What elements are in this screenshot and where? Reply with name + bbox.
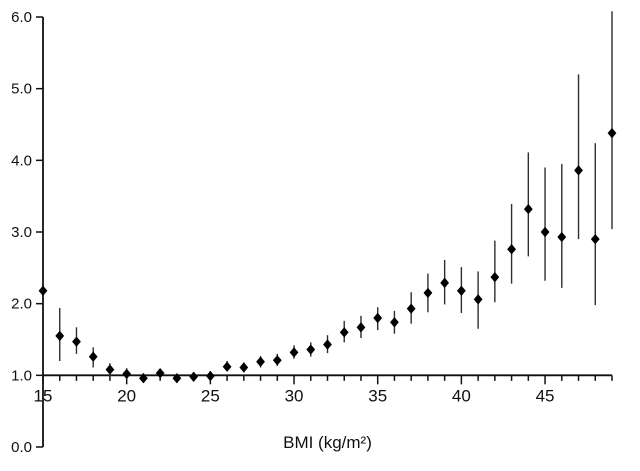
x-axis-title: BMI (kg/m²) [283,433,372,452]
data-point-marker [557,231,567,243]
data-point-marker [339,327,349,338]
data-point-marker [272,355,282,366]
data-point-marker [289,347,299,358]
x-tick-label: 20 [117,386,136,405]
data-point-marker [256,356,265,367]
data-point-marker [490,271,500,283]
y-tick-label: 3.0 [11,224,32,241]
y-tick-label: 2.0 [11,296,32,313]
data-point-marker [473,294,483,305]
data-point-marker [574,165,583,176]
data-point-marker [306,344,316,355]
y-tick-label: 6.0 [11,9,32,26]
data-point-marker [189,371,199,382]
y-tick-label: 0.0 [11,439,32,456]
data-point-marker [507,244,516,255]
data-point-marker [105,364,115,375]
data-point-marker [72,336,81,347]
data-point-marker [88,351,98,362]
data-point-marker [55,330,65,342]
data-point-marker [540,226,550,238]
data-point-marker [456,285,466,296]
x-tick-label: 15 [34,386,53,405]
data-point-marker [390,317,399,328]
data-point-marker [607,127,617,139]
data-point-marker [239,362,249,373]
x-tick-label: 25 [201,386,220,405]
data-point-marker [323,339,332,350]
y-tick-label: 1.0 [11,367,32,384]
y-tick-label: 5.0 [11,81,32,98]
data-point-marker [205,370,215,382]
data-point-marker [423,287,433,299]
data-point-marker [122,368,132,380]
x-tick-label: 40 [452,386,471,405]
data-point-marker [440,277,450,289]
y-tick-label: 4.0 [11,152,32,169]
data-point-marker [373,312,383,324]
data-point-marker [523,203,533,215]
data-point-marker [155,367,165,379]
x-tick-label: 35 [368,386,387,405]
data-point-marker [172,373,182,384]
x-tick-label: 45 [536,386,555,405]
data-point-marker [406,303,416,314]
data-point-marker [139,373,148,384]
x-tick-label: 30 [285,386,304,405]
data-point-marker [222,361,232,372]
data-point-marker [38,285,48,296]
data-point-marker [356,322,366,333]
data-point-marker [590,233,600,245]
